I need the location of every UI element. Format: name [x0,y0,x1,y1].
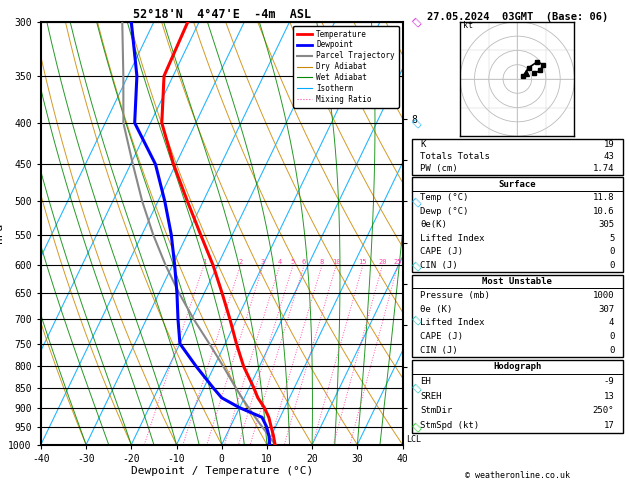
Text: 〓: 〓 [411,314,422,325]
Text: 17: 17 [604,421,615,430]
Text: Lifted Index: Lifted Index [420,318,485,327]
Text: kt: kt [463,20,473,30]
Text: CIN (J): CIN (J) [420,261,458,270]
Text: Most Unstable: Most Unstable [482,277,552,286]
Text: 1000: 1000 [593,291,615,300]
Text: SREH: SREH [420,392,442,400]
Text: 20: 20 [378,260,387,265]
Text: 〓: 〓 [411,260,422,271]
Text: 10: 10 [332,260,340,265]
Text: © weatheronline.co.uk: © weatheronline.co.uk [465,471,570,480]
Text: K: K [420,140,426,149]
Text: 〓: 〓 [411,16,422,28]
Text: 11.8: 11.8 [593,193,615,202]
Text: 〓: 〓 [411,421,422,432]
Text: Dewp (°C): Dewp (°C) [420,207,469,216]
Text: 2: 2 [238,260,243,265]
Text: 1.74: 1.74 [593,164,615,174]
Text: 0: 0 [609,346,615,355]
Y-axis label: hPa: hPa [0,223,4,243]
Text: Totals Totals: Totals Totals [420,152,490,161]
Text: 19: 19 [604,140,615,149]
Text: 〓: 〓 [411,382,422,393]
Text: PW (cm): PW (cm) [420,164,458,174]
Text: CIN (J): CIN (J) [420,346,458,355]
Text: 25: 25 [394,260,402,265]
Text: 4: 4 [277,260,282,265]
Text: 15: 15 [359,260,367,265]
Text: 5: 5 [291,260,295,265]
Text: 〓: 〓 [411,196,422,207]
Y-axis label: km
ASL: km ASL [433,233,451,255]
Text: 〓: 〓 [411,117,422,128]
Text: 1: 1 [202,260,206,265]
Text: Temp (°C): Temp (°C) [420,193,469,202]
Text: -9: -9 [604,377,615,386]
Text: 13: 13 [604,392,615,400]
Text: CAPE (J): CAPE (J) [420,247,464,256]
Text: 0: 0 [609,247,615,256]
Text: Hodograph: Hodograph [493,363,542,371]
Text: 27.05.2024  03GMT  (Base: 06): 27.05.2024 03GMT (Base: 06) [426,12,608,22]
Text: θe(K): θe(K) [420,220,447,229]
Title: 52°18'N  4°47'E  -4m  ASL: 52°18'N 4°47'E -4m ASL [133,8,311,21]
Text: 250°: 250° [593,406,615,415]
Text: 5: 5 [609,234,615,243]
Text: LCL: LCL [406,434,421,444]
Text: EH: EH [420,377,431,386]
Text: 43: 43 [604,152,615,161]
Text: 4: 4 [609,318,615,327]
Text: 8: 8 [320,260,324,265]
Text: Pressure (mb): Pressure (mb) [420,291,490,300]
Text: CAPE (J): CAPE (J) [420,332,464,341]
Text: θe (K): θe (K) [420,305,453,313]
X-axis label: Dewpoint / Temperature (°C): Dewpoint / Temperature (°C) [131,467,313,476]
Text: StmSpd (kt): StmSpd (kt) [420,421,479,430]
Legend: Temperature, Dewpoint, Parcel Trajectory, Dry Adiabat, Wet Adiabat, Isotherm, Mi: Temperature, Dewpoint, Parcel Trajectory… [293,26,399,108]
Text: 6: 6 [302,260,306,265]
Text: 0: 0 [609,261,615,270]
Text: Surface: Surface [499,180,536,189]
Text: 305: 305 [598,220,615,229]
Text: Lifted Index: Lifted Index [420,234,485,243]
Text: 10.6: 10.6 [593,207,615,216]
Text: StmDir: StmDir [420,406,453,415]
Text: 3: 3 [261,260,265,265]
Text: 0: 0 [609,332,615,341]
Text: 307: 307 [598,305,615,313]
